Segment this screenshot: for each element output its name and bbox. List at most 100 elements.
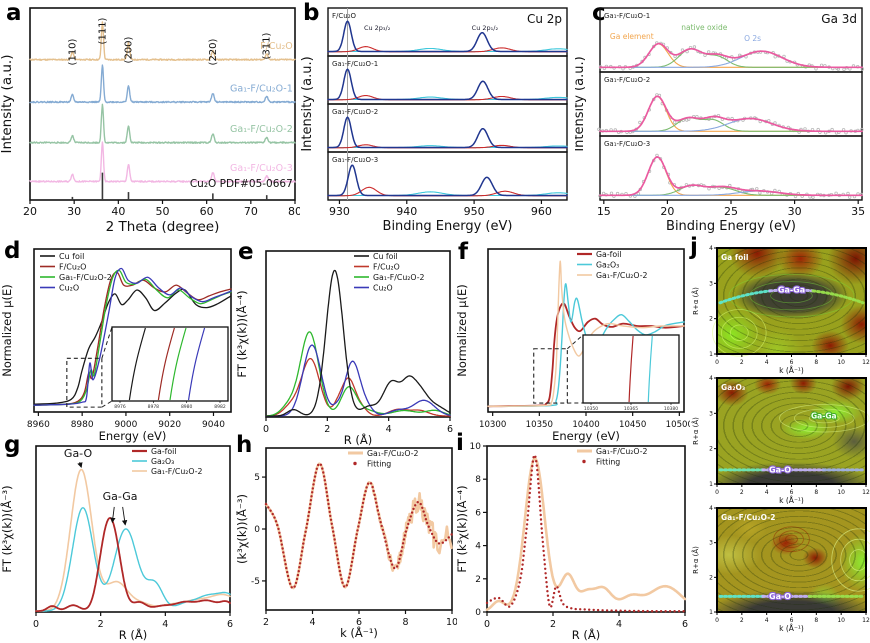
wavelet-heatmap-1 <box>717 248 866 354</box>
svg-text:960: 960 <box>531 205 552 218</box>
svg-text:0: 0 <box>715 489 719 496</box>
panel-e-cu-exafs-chart: 0 2 4 6 R (Å) FT (k³χ(k))(Å⁻⁴) Cu foil F/Cu₂O Ga… <box>236 235 455 447</box>
svg-text:Ga 3d: Ga 3d <box>821 12 857 26</box>
svg-text:3: 3 <box>709 540 713 547</box>
svg-text:Binding Energy (eV): Binding Energy (eV) <box>383 219 513 234</box>
svg-text:Ga-foil: Ga-foil <box>596 250 621 259</box>
svg-text:2: 2 <box>740 489 744 496</box>
svg-text:F/Cu₂O: F/Cu₂O <box>373 263 400 272</box>
svg-text:R+α (Å): R+α (Å) <box>691 546 700 574</box>
svg-text:Fitting: Fitting <box>367 460 391 469</box>
svg-text:0: 0 <box>263 424 269 435</box>
svg-text:Ga-O: Ga-O <box>769 592 791 601</box>
panel-letter-i: i <box>456 430 464 456</box>
svg-text:Intensity (a.u.): Intensity (a.u.) <box>300 56 315 151</box>
svg-text:12: 12 <box>862 359 870 366</box>
svg-text:2: 2 <box>740 359 744 366</box>
panel-d-cu-xanes-chart: 8960 8980 9000 9020 9040 Energy (eV) Normalize… <box>0 235 236 447</box>
svg-text:Ga element: Ga element <box>610 32 654 41</box>
svg-text:4: 4 <box>765 617 769 624</box>
svg-text:Cu₂O PDF#05-0667: Cu₂O PDF#05-0667 <box>190 178 293 190</box>
svg-text:R (Å): R (Å) <box>119 627 148 642</box>
svg-text:Ga₁-F/Cu₂O-2: Ga₁-F/Cu₂O-2 <box>332 108 378 116</box>
svg-text:12: 12 <box>862 489 870 496</box>
panel-i-rspace-fit-chart: 0 2 4 6 0 2 4 6 8 10 R (Å) FT (k³χ(k))(Å⁻⁴) Ga₁-F/Cu… <box>457 430 690 643</box>
svg-text:2: 2 <box>98 619 104 630</box>
svg-text:Ga₁-F/Cu₂O-1: Ga₁-F/Cu₂O-1 <box>332 60 378 68</box>
svg-text:10450: 10450 <box>619 420 646 430</box>
svg-text:FT (k³χ(k))(Å⁻³): FT (k³χ(k))(Å⁻³) <box>0 485 14 572</box>
svg-text:10380: 10380 <box>664 406 678 412</box>
svg-text:3: 3 <box>709 280 713 287</box>
svg-text:10: 10 <box>837 359 845 366</box>
svg-text:6: 6 <box>356 617 362 628</box>
svg-text:(k³χ(k))(Å⁻³): (k³χ(k))(Å⁻³) <box>236 494 249 564</box>
svg-text:2: 2 <box>475 575 481 585</box>
panel-b-cu2p-xps-chart: F/Cu₂O Ga₁-F/Cu₂O-1 Ga₁-F/Cu₂O-2 Ga₁-F/Cu₂O… <box>300 0 590 235</box>
svg-text:F/Cu₂O: F/Cu₂O <box>260 41 293 52</box>
svg-text:60: 60 <box>200 205 214 218</box>
svg-text:Ga₁-F/Cu₂O-2: Ga₁-F/Cu₂O-2 <box>151 467 203 476</box>
wavelet-map-2: 0 2 4 6 8 10 12 1 2 3 4 k (Å⁻¹) R+α (Å) Ga₂O₃ Ga-O Ga-G… <box>690 374 870 504</box>
svg-text:4: 4 <box>709 375 713 382</box>
svg-text:35: 35 <box>851 205 865 218</box>
svg-text:Cu foil: Cu foil <box>373 252 398 261</box>
svg-text:Cu₂O: Cu₂O <box>373 284 393 293</box>
panel-j-wavelet-maps: 0 2 4 6 8 10 12 1 2 3 4 k (Å⁻¹) R+α (Å) Ga foil Ga-Ga 0… <box>690 238 870 643</box>
svg-text:10365: 10365 <box>624 406 638 412</box>
svg-text:Intensity (a.u.): Intensity (a.u.) <box>0 55 15 154</box>
svg-text:Ga₁-F/Cu₂O-2: Ga₁-F/Cu₂O-2 <box>596 271 648 280</box>
svg-text:12: 12 <box>862 617 870 624</box>
svg-text:Ga₁-F/Cu₂O-3: Ga₁-F/Cu₂O-3 <box>604 140 650 148</box>
svg-text:10500: 10500 <box>666 420 690 430</box>
svg-text:20: 20 <box>23 205 37 218</box>
svg-text:10: 10 <box>837 489 845 496</box>
svg-text:Ga₂O₃: Ga₂O₃ <box>721 383 745 392</box>
svg-text:k (Å⁻¹): k (Å⁻¹) <box>779 496 804 504</box>
panel-letter-c: c <box>592 0 606 26</box>
svg-text:6: 6 <box>790 359 794 366</box>
svg-text:4: 4 <box>162 619 168 630</box>
svg-text:6: 6 <box>475 508 481 518</box>
svg-text:O 2s: O 2s <box>744 34 761 43</box>
svg-text:0: 0 <box>715 617 719 624</box>
svg-text:8: 8 <box>814 489 818 496</box>
panel-i-svg: 0 2 4 6 0 2 4 6 8 10 R (Å) FT (k³χ(k))(Å⁻⁴) Ga₁-F/Cu… <box>457 442 688 642</box>
panel-letter-j: j <box>690 234 698 260</box>
panel-f-svg: 10300 10350 10400 10450 10500 Energy (eV) Norm… <box>455 248 690 443</box>
svg-text:0: 0 <box>484 619 490 630</box>
svg-text:5: 5 <box>254 473 260 483</box>
panel-f-ga-xanes-chart: 10300 10350 10400 10450 10500 Energy (eV) Norm… <box>455 235 690 447</box>
svg-text:2: 2 <box>550 619 556 630</box>
svg-text:9000: 9000 <box>114 420 137 430</box>
svg-text:Ga-foil: Ga-foil <box>151 447 176 456</box>
svg-text:(200): (200) <box>123 36 134 63</box>
svg-text:0: 0 <box>715 359 719 366</box>
svg-text:Ga₂O₃: Ga₂O₃ <box>596 261 619 270</box>
svg-text:10350: 10350 <box>584 406 598 412</box>
svg-text:F/Cu₂O: F/Cu₂O <box>332 12 357 20</box>
svg-text:Binding Energy (eV): Binding Energy (eV) <box>666 219 796 234</box>
panel-letter-a: a <box>6 0 22 26</box>
svg-text:Ga₁-F/Cu₂O-2: Ga₁-F/Cu₂O-2 <box>604 76 650 84</box>
svg-text:Normalized μ(E): Normalized μ(E) <box>0 284 14 376</box>
svg-text:2: 2 <box>709 446 713 453</box>
svg-text:Intensity (a.u.): Intensity (a.u.) <box>575 56 587 151</box>
svg-text:940: 940 <box>396 205 417 218</box>
svg-text:50: 50 <box>156 205 170 218</box>
svg-text:Cu 2p₁/₂: Cu 2p₁/₂ <box>472 24 499 32</box>
svg-text:Ga₁-F/Cu₂O-3: Ga₁-F/Cu₂O-3 <box>332 156 378 164</box>
svg-text:Energy (eV): Energy (eV) <box>552 429 620 443</box>
svg-text:3: 3 <box>709 410 713 417</box>
svg-text:-5: -5 <box>251 577 260 587</box>
svg-text:4: 4 <box>765 489 769 496</box>
svg-text:k (Å⁻¹): k (Å⁻¹) <box>779 624 804 633</box>
svg-text:Ga-O: Ga-O <box>769 465 791 474</box>
panel-e-svg: 0 2 4 6 R (Å) FT (k³χ(k))(Å⁻⁴) Cu foil F/Cu₂OGa… <box>236 250 453 447</box>
svg-text:6: 6 <box>227 619 233 630</box>
svg-text:native oxide: native oxide <box>681 23 727 32</box>
svg-text:930: 930 <box>329 205 350 218</box>
svg-text:R+α (Å): R+α (Å) <box>691 417 700 445</box>
svg-text:10: 10 <box>837 617 845 624</box>
